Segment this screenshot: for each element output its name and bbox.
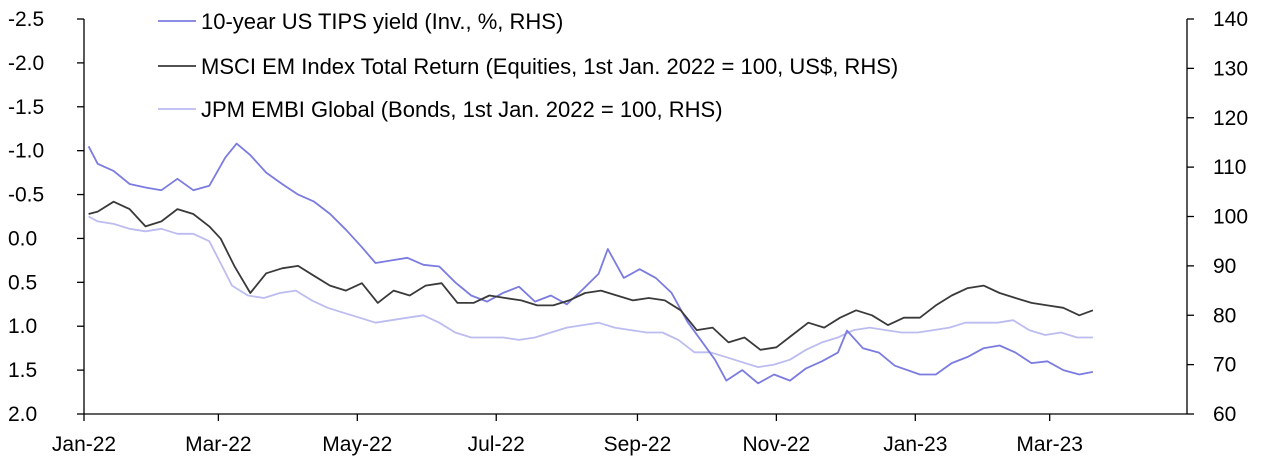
left-tick-label: -2.5 — [8, 8, 44, 31]
series-layer — [87, 142, 1094, 385]
x-tick-label: Jul-22 — [468, 433, 525, 456]
legend-label: 10-year US TIPS yield (Inv., %, RHS) — [201, 9, 563, 34]
x-tick-label: May-22 — [322, 433, 392, 456]
right-tick-label: 90 — [1213, 255, 1236, 278]
right-tick-label: 60 — [1213, 403, 1236, 426]
right-tick-label: 100 — [1213, 206, 1248, 229]
msci-em-line — [88, 200, 1094, 351]
left-tick-label: 1.5 — [8, 359, 37, 382]
left-tick-label: -0.5 — [8, 184, 44, 207]
right-tick-label: 80 — [1213, 304, 1236, 327]
x-tick-label: Nov-22 — [743, 433, 811, 456]
left-tick-label: -1.0 — [8, 140, 44, 163]
right-tick-label: 120 — [1213, 107, 1248, 130]
x-tick-label: Mar-23 — [1016, 433, 1083, 456]
right-tick-label: 110 — [1213, 156, 1246, 179]
ticks-layer: -2.5 -2.0 -1.5 -1.0 -0.5 0.0 0.5 1.0 1.5 2.0 60 70 8… — [8, 8, 1248, 456]
tips-yield-line — [87, 142, 1094, 385]
left-tick-label: -1.5 — [8, 96, 44, 119]
right-tick-label: 130 — [1213, 57, 1248, 80]
left-tick-label: -2.0 — [8, 52, 44, 75]
jpm-embi-line — [88, 215, 1093, 369]
legend-item-jpm-embi: JPM EMBI Global (Bonds, 1st Jan. 2022 = … — [158, 97, 723, 122]
legend-item-msci-em: MSCI EM Index Total Return (Equities, 1s… — [158, 54, 898, 79]
left-tick-label: 0.5 — [8, 271, 37, 294]
left-tick-label: 2.0 — [8, 403, 37, 426]
legend-label: JPM EMBI Global (Bonds, 1st Jan. 2022 = … — [201, 97, 723, 122]
x-tick-label: Sep-22 — [604, 433, 672, 456]
legend-item-tips-yield: 10-year US TIPS yield (Inv., %, RHS) — [158, 9, 563, 34]
legend: 10-year US TIPS yield (Inv., %, RHS) MSCI… — [158, 9, 898, 122]
x-tick-label: Jan-23 — [883, 433, 947, 456]
left-tick-label: 1.0 — [8, 315, 37, 338]
x-tick-label: Jan-22 — [52, 433, 116, 456]
left-tick-label: 0.0 — [8, 227, 37, 250]
legend-label: MSCI EM Index Total Return (Equities, 1s… — [201, 54, 898, 79]
right-tick-label: 70 — [1213, 354, 1236, 377]
right-tick-label: 140 — [1213, 8, 1248, 31]
x-tick-label: Mar-22 — [185, 433, 252, 456]
